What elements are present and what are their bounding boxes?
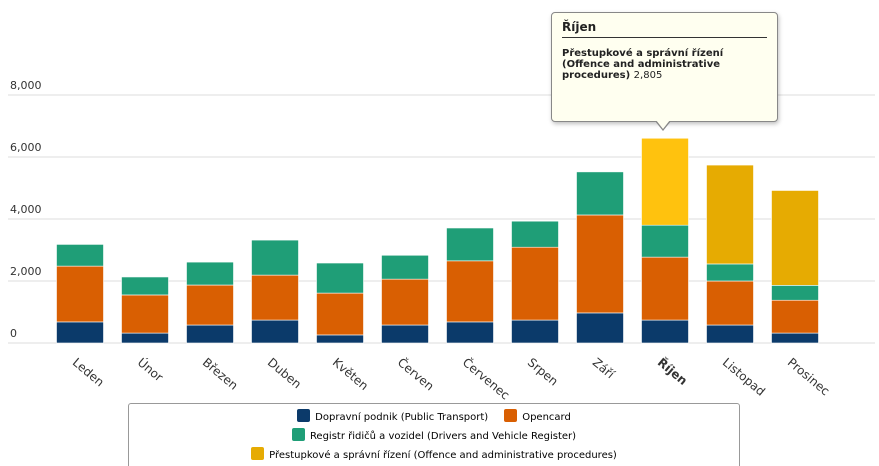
tooltip-value: 2,805: [633, 70, 663, 81]
x-tick-label: Únor: [135, 354, 167, 384]
bar-segment: [381, 254, 429, 280]
x-tick-label: Červen: [395, 354, 437, 393]
tooltip-arrow: [656, 120, 670, 129]
bar-segment: [251, 319, 299, 344]
tooltip-series: Přestupkové a správní řízení (Offence an…: [562, 48, 724, 81]
y-tick-label: 6,000: [10, 141, 42, 154]
legend-swatch: [291, 428, 305, 441]
bar-segment: [316, 334, 364, 344]
bar-segment: [186, 284, 234, 326]
legend-item[interactable]: Přestupkové a správní řízení (Offence an…: [251, 446, 617, 465]
bar-segment: [511, 319, 559, 344]
tooltip: Říjen Přestupkové a správní řízení (Offe…: [551, 12, 778, 122]
x-tick-label: Prosinec: [785, 355, 832, 398]
bar-segment: [641, 256, 689, 321]
bar-segment: [511, 246, 559, 321]
bar-segment: [771, 299, 819, 334]
bar-segment: [381, 278, 429, 326]
legend-swatch: [504, 409, 518, 422]
bar-segment: [251, 239, 299, 276]
legend-swatch: [297, 409, 311, 422]
bar-segment: [186, 324, 234, 344]
bar-segment: [56, 244, 104, 267]
bar-segment: [121, 294, 169, 334]
bar-segment: [576, 214, 624, 314]
x-tick-label: Květen: [330, 355, 371, 393]
x-tick-label: Říjen: [655, 354, 691, 387]
bar-segment: [706, 263, 754, 282]
bar-segment: [121, 332, 169, 344]
bar-segment: [251, 274, 299, 321]
y-tick-label: 0: [10, 327, 17, 340]
x-tick-label: Duben: [265, 355, 304, 391]
legend: Dopravní podnik (Public Transport) Openca…: [128, 403, 740, 466]
legend-item[interactable]: Opencard: [504, 408, 571, 427]
bar-segment: [576, 312, 624, 344]
x-tick-label: Červenec: [460, 354, 513, 402]
y-tick-label: 2,000: [10, 265, 42, 278]
legend-row: Přestupkové a správní řízení (Offence an…: [129, 446, 739, 465]
legend-swatch: [251, 447, 265, 460]
legend-label: Opencard: [522, 412, 571, 423]
x-tick-label: Září: [590, 355, 618, 381]
legend-label: Registr řidičů a vozidel (Drivers and Ve…: [309, 431, 577, 442]
bar-segment: [771, 190, 819, 286]
legend-row: Dopravní podnik (Public Transport) Openca…: [129, 408, 739, 427]
bar-segment: [576, 171, 624, 216]
legend-label: Přestupkové a správní řízení (Offence an…: [269, 450, 617, 461]
bar-segment: [316, 262, 364, 294]
bar-segment: [771, 285, 819, 301]
tooltip-title: Říjen: [562, 20, 767, 38]
legend-label: Dopravní podnik (Public Transport): [315, 412, 489, 423]
bar-segment: [706, 280, 754, 326]
bar-segment: [641, 319, 689, 344]
x-tick-label: Srpen: [525, 355, 561, 388]
y-tick-label: 8,000: [10, 79, 42, 92]
bar-segment: [56, 321, 104, 344]
bar-segment: [511, 220, 559, 248]
bar-segment: [56, 265, 104, 323]
bar-segment: [771, 332, 819, 344]
bar-segment: [706, 324, 754, 344]
x-tick-label: Listopad: [720, 355, 768, 398]
legend-item[interactable]: Registr řidičů a vozidel (Drivers and Ve…: [291, 427, 577, 446]
bar-segment: [641, 224, 689, 258]
bar-segment: [446, 260, 494, 323]
bar-segment: [446, 227, 494, 262]
x-tick-label: Leden: [70, 355, 107, 389]
bar-segment: [186, 261, 234, 286]
y-tick-label: 4,000: [10, 203, 42, 216]
legend-row: Registr řidičů a vozidel (Drivers and Ve…: [129, 427, 739, 446]
bar-segment: [446, 321, 494, 344]
bar-segment: [381, 324, 429, 344]
bar-segment: [121, 276, 169, 296]
bar-segment: [316, 292, 364, 336]
x-tick-label: Březen: [200, 355, 241, 392]
bar-segment: [641, 137, 689, 226]
legend-item[interactable]: Dopravní podnik (Public Transport): [297, 408, 488, 427]
bar-segment: [706, 164, 754, 265]
